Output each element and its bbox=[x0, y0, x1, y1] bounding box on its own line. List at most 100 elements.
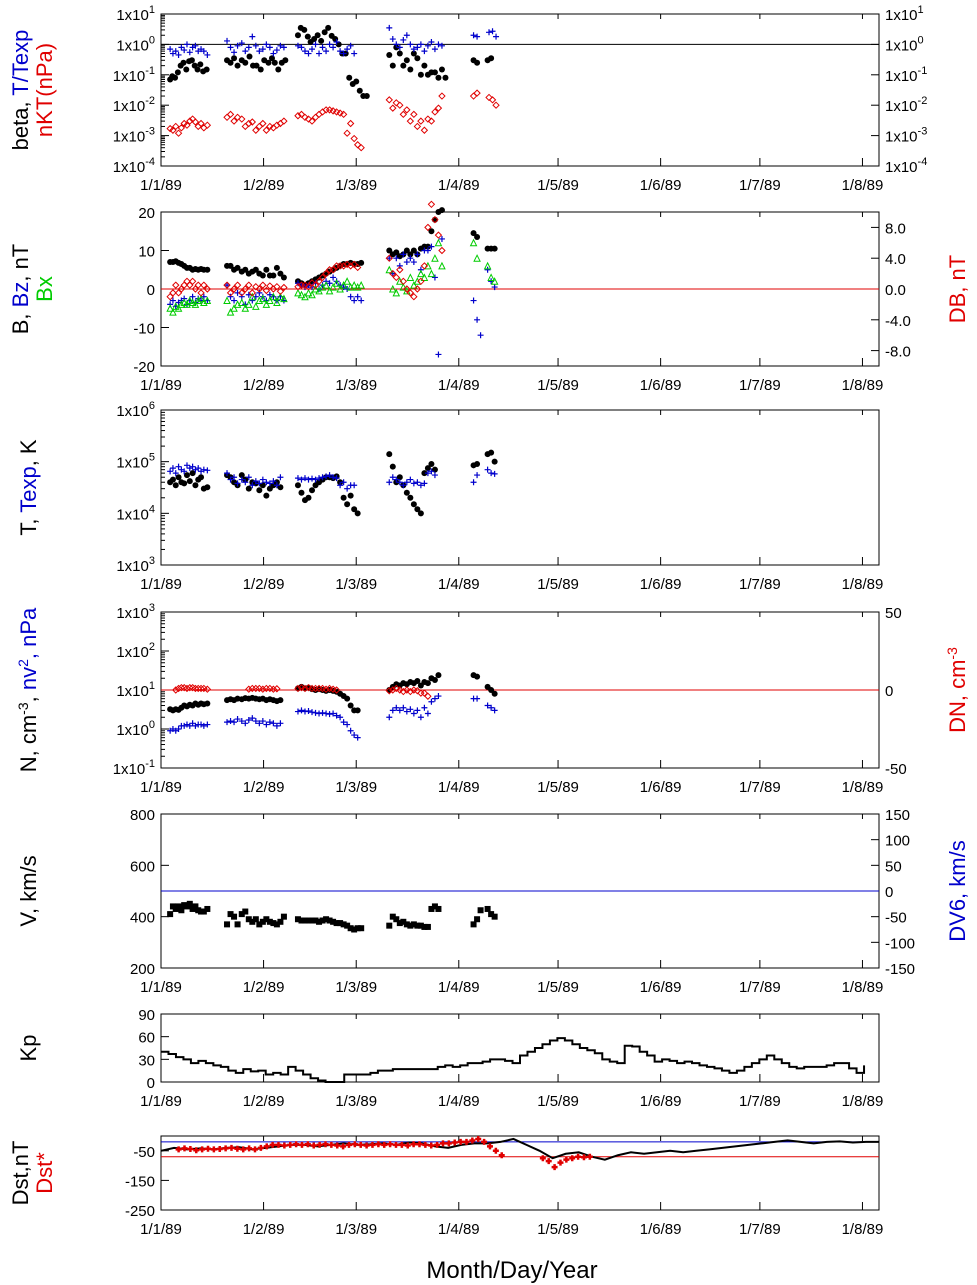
data-point bbox=[192, 722, 199, 729]
data-point bbox=[183, 462, 190, 469]
data-point bbox=[389, 686, 397, 694]
data-point bbox=[389, 270, 396, 277]
data-point bbox=[347, 293, 354, 300]
data-point bbox=[180, 298, 188, 306]
data-point bbox=[194, 281, 202, 289]
data-point bbox=[241, 285, 249, 293]
data-point bbox=[484, 702, 491, 709]
data-point bbox=[197, 119, 205, 128]
data-point bbox=[424, 710, 431, 717]
data-point bbox=[259, 918, 266, 925]
data-point bbox=[539, 1155, 546, 1162]
data-point bbox=[245, 281, 253, 289]
x-tick-label: 1/4/89 bbox=[438, 1221, 480, 1238]
x-axis-label: Month/Day/Year bbox=[426, 1257, 597, 1284]
data-point bbox=[277, 270, 284, 277]
data-point bbox=[569, 1155, 576, 1162]
data-point bbox=[298, 917, 305, 924]
data-point bbox=[413, 122, 422, 131]
data-point bbox=[414, 479, 421, 486]
y-axis-label: N, cm-3, nv2, nPa bbox=[15, 607, 41, 772]
data-point bbox=[357, 143, 365, 152]
panel-dst: 1/1/89 1/2/89 1/3/89 1/4/89 1/5/89 1/6/89 1/7/… bbox=[8, 1135, 883, 1238]
y2-tick-label: -50 bbox=[885, 910, 907, 927]
data-point bbox=[421, 470, 428, 477]
data-point bbox=[294, 708, 301, 715]
y-axis-label-right: DB, nT bbox=[945, 255, 970, 323]
x-tick-label: 1/4/89 bbox=[438, 177, 480, 194]
y-tick-label: 1x105 bbox=[116, 452, 155, 472]
data-point bbox=[388, 284, 397, 293]
data-point bbox=[351, 506, 358, 513]
data-point bbox=[298, 476, 305, 483]
data-point bbox=[424, 247, 431, 254]
y-tick-label: 30 bbox=[138, 1052, 155, 1069]
data-point bbox=[470, 921, 477, 928]
data-point bbox=[435, 74, 442, 81]
data-point bbox=[344, 501, 351, 508]
data-point bbox=[403, 285, 411, 293]
data-point bbox=[273, 482, 280, 489]
data-point bbox=[403, 259, 410, 266]
data-point bbox=[174, 129, 183, 137]
y2-tick-label: 50 bbox=[885, 858, 902, 875]
data-point bbox=[305, 707, 312, 714]
data-point bbox=[172, 48, 179, 55]
data-point bbox=[417, 510, 424, 517]
data-point bbox=[189, 463, 196, 470]
data-point bbox=[276, 287, 285, 296]
data-point bbox=[428, 228, 435, 235]
data-point bbox=[256, 487, 263, 494]
data-point bbox=[403, 489, 410, 496]
data-point bbox=[358, 925, 365, 932]
data-point bbox=[557, 1159, 564, 1166]
data-point bbox=[301, 475, 308, 482]
x-tick-label: 1/7/89 bbox=[739, 1093, 781, 1110]
data-point bbox=[427, 200, 436, 209]
data-point bbox=[194, 684, 202, 693]
data-point bbox=[351, 732, 358, 739]
data-point bbox=[309, 709, 316, 716]
data-point bbox=[414, 922, 421, 929]
data-point bbox=[551, 1164, 558, 1171]
data-point bbox=[262, 300, 271, 308]
data-point bbox=[337, 714, 344, 721]
data-point bbox=[474, 673, 481, 680]
data-point bbox=[273, 47, 280, 54]
data-point bbox=[298, 707, 305, 714]
data-point bbox=[413, 277, 422, 285]
data-point bbox=[399, 277, 408, 286]
data-point bbox=[263, 479, 270, 486]
x-tick-label: 1/7/89 bbox=[739, 1221, 781, 1238]
data-point bbox=[435, 905, 442, 912]
data-point bbox=[192, 903, 199, 910]
data-point bbox=[492, 101, 500, 109]
data-point bbox=[309, 46, 316, 53]
data-point bbox=[344, 695, 351, 702]
data-point bbox=[259, 119, 267, 128]
data-point bbox=[177, 300, 186, 308]
data-point bbox=[410, 480, 417, 487]
x-tick-label: 1/6/89 bbox=[640, 1221, 682, 1238]
data-point bbox=[491, 707, 498, 714]
data-point bbox=[186, 49, 193, 56]
data-point bbox=[333, 475, 340, 482]
data-point bbox=[354, 925, 361, 932]
y-tick-label: 0 bbox=[147, 282, 155, 299]
data-point bbox=[337, 482, 344, 489]
data-point bbox=[431, 69, 438, 76]
series-line bbox=[161, 1037, 866, 1083]
data-point bbox=[231, 913, 238, 920]
data-point bbox=[294, 288, 302, 297]
data-point bbox=[346, 262, 355, 270]
data-point bbox=[477, 332, 484, 339]
data-point bbox=[315, 110, 323, 119]
x-tick-label: 1/3/89 bbox=[335, 177, 377, 194]
data-point bbox=[234, 62, 241, 69]
data-point bbox=[200, 908, 207, 915]
data-point bbox=[434, 1141, 441, 1148]
data-point bbox=[203, 285, 212, 293]
data-point bbox=[259, 294, 267, 303]
data-point bbox=[233, 281, 242, 289]
data-point bbox=[237, 298, 246, 306]
